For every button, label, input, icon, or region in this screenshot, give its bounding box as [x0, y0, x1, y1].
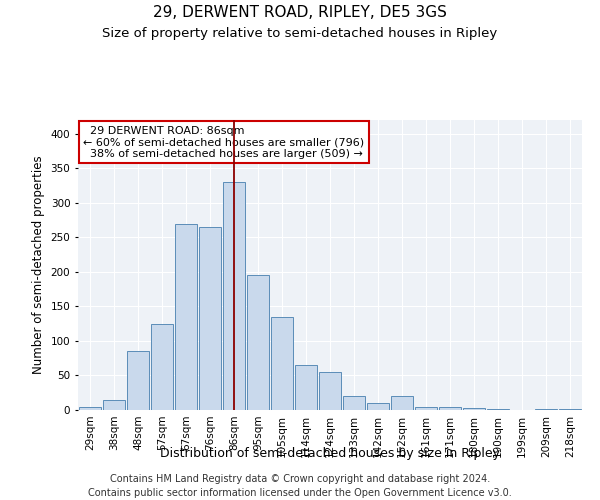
Bar: [151, 324, 173, 410]
Text: Contains HM Land Registry data © Crown copyright and database right 2024.
Contai: Contains HM Land Registry data © Crown c…: [88, 474, 512, 498]
Bar: [79, 406, 101, 410]
Bar: [319, 372, 341, 410]
Bar: [175, 224, 197, 410]
Bar: [127, 352, 149, 410]
Bar: [247, 276, 269, 410]
Bar: [103, 400, 125, 410]
Bar: [343, 396, 365, 410]
Bar: [295, 365, 317, 410]
Text: Size of property relative to semi-detached houses in Ripley: Size of property relative to semi-detach…: [103, 28, 497, 40]
Bar: [223, 182, 245, 410]
Text: 29 DERWENT ROAD: 86sqm
← 60% of semi-detached houses are smaller (796)
  38% of : 29 DERWENT ROAD: 86sqm ← 60% of semi-det…: [83, 126, 364, 159]
Bar: [271, 317, 293, 410]
Bar: [391, 396, 413, 410]
Bar: [367, 403, 389, 410]
Bar: [463, 408, 485, 410]
Bar: [199, 227, 221, 410]
Text: Distribution of semi-detached houses by size in Ripley: Distribution of semi-detached houses by …: [160, 448, 500, 460]
Bar: [559, 408, 581, 410]
Y-axis label: Number of semi-detached properties: Number of semi-detached properties: [32, 156, 45, 374]
Text: 29, DERWENT ROAD, RIPLEY, DE5 3GS: 29, DERWENT ROAD, RIPLEY, DE5 3GS: [153, 5, 447, 20]
Bar: [439, 406, 461, 410]
Bar: [415, 406, 437, 410]
